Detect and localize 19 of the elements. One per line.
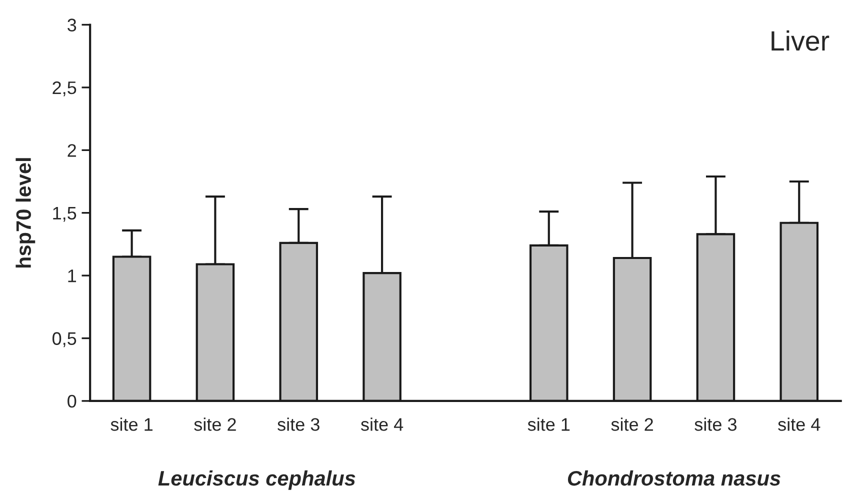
chart-title: Liver <box>772 30 830 51</box>
y-tick-label: 1,5 <box>53 206 76 222</box>
text: Leuciscus cephalus <box>158 470 356 490</box>
y-tick-label: 3 <box>68 18 76 32</box>
y-tick-label: 1 <box>68 270 76 282</box>
x-tick-label: site 4 <box>778 418 820 431</box>
y-axis-title: hsp70 level <box>16 158 36 268</box>
y-tick-label: 0,5 <box>52 332 76 348</box>
x-tick-label: site 2 <box>611 418 653 431</box>
y-tick-label: 2,5 <box>52 81 76 96</box>
x-tick-label: site 1 <box>528 418 570 431</box>
x-tick-label: site 2 <box>194 418 236 431</box>
x-tick-label: site 3 <box>278 418 320 431</box>
y-tick-label: 0 <box>68 394 76 408</box>
text: Chondrostoma nasus <box>568 470 780 486</box>
x-tick-label: site 3 <box>694 418 736 431</box>
y-tick-label: 2 <box>68 144 76 157</box>
x-tick-label: site 4 <box>360 418 404 431</box>
x-tick-label: site 1 <box>110 418 152 431</box>
